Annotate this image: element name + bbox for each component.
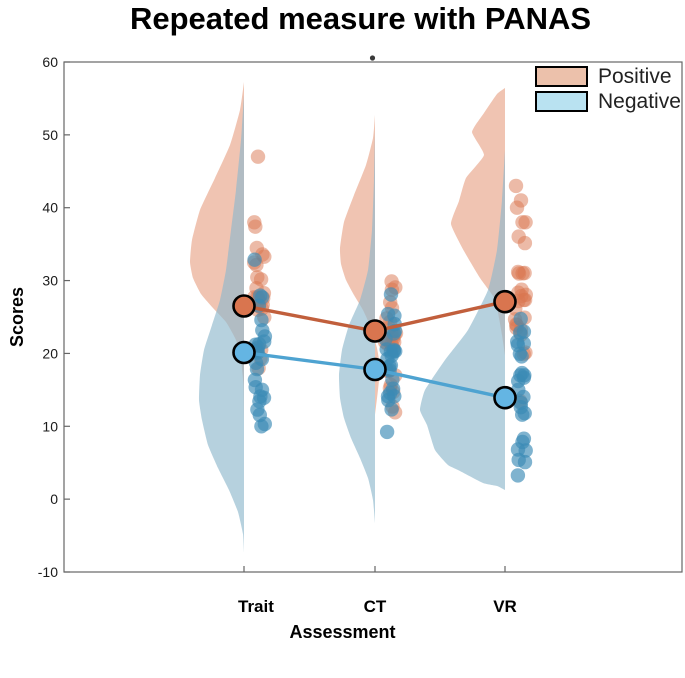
svg-text:30: 30	[42, 273, 58, 289]
svg-text:10: 10	[42, 418, 58, 434]
svg-text:50: 50	[42, 127, 58, 143]
svg-text:0: 0	[50, 491, 58, 507]
svg-text:-10: -10	[38, 564, 58, 580]
svg-text:60: 60	[42, 54, 58, 70]
svg-text:20: 20	[42, 345, 58, 361]
svg-text:40: 40	[42, 200, 58, 216]
